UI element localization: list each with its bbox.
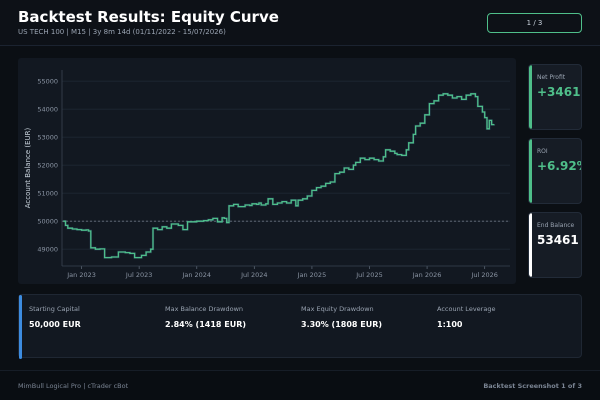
stat-value: 50,000 EUR [29,320,81,329]
page-subtitle: US TECH 100 | M15 | 3y 8m 14d (01/11/202… [18,28,226,36]
page-indicator-button[interactable]: 1 / 3 [487,13,582,33]
stat-value: 2.84% (1418 EUR) [165,320,247,329]
kpi-accent-bar [529,65,532,129]
page-title: Backtest Results: Equity Curve [18,8,279,26]
kpi-end-balance-card: End Balance 53461 EUR [528,212,582,278]
stat-label: Max Balance Drawdown [165,305,244,313]
kpi-net-profit-card: Net Profit +3461 EUR [528,64,582,130]
stat-value: 1:100 [437,320,463,329]
stat-label: Starting Capital [29,305,80,313]
stat-max-equity-drawdown: Max Equity Drawdown 3.30% (1808 EUR) [301,305,382,329]
equity-chart-panel: 49000 50000 51000 52000 53000 54000 55000 Jan 2… [18,58,516,284]
stats-panel: Starting Capital 50,000 EUR Max Balance … [18,294,582,359]
kpi-accent-bar [529,213,532,277]
footer-page-label: Backtest Screenshot 1 of 3 [483,382,582,390]
equity-shadow-line [63,92,496,259]
y-tick-label: 55000 [37,77,58,85]
stats-accent-bar [19,295,22,359]
x-tick-label: Jul 2025 [355,271,382,279]
y-tick-label: 49000 [37,245,58,253]
footer-credit: MimBull Logical Pro | cTrader cBot [18,382,129,390]
x-tick-label: Jan 2023 [66,271,96,279]
x-tick-label: Jan 2024 [181,271,211,279]
header-bar: Backtest Results: Equity Curve US TECH 1… [0,0,600,46]
stat-label: Max Equity Drawdown [301,305,374,313]
equity-chart: 49000 50000 51000 52000 53000 54000 55000 Jan 2… [24,70,510,279]
x-tick-label: Jul 2023 [125,271,152,279]
y-tick-label: 51000 [37,189,58,197]
x-tick-label: Jul 2026 [470,271,497,279]
x-tick-label: Jul 2024 [240,271,267,279]
balance-series-line [63,93,495,259]
kpi-label: End Balance [537,222,575,229]
y-tick-label: 50000 [37,217,58,225]
y-tick-label: 52000 [37,161,58,169]
stat-account-leverage: Account Leverage 1:100 [437,305,495,329]
kpi-label: ROI [537,148,548,155]
kpi-accent-bar [529,139,532,203]
y-axis-label: Account Balance (EUR) [24,127,32,208]
kpi-roi-card: ROI +6.92% [528,138,582,204]
stat-label: Account Leverage [437,305,496,313]
kpi-value: +6.92% [537,159,581,173]
y-tick-label: 53000 [37,133,58,141]
kpi-label: Net Profit [537,74,566,81]
footer-bar: MimBull Logical Pro | cTrader cBot Backt… [0,370,600,400]
kpi-value: +3461 EUR [537,85,581,99]
stat-max-balance-drawdown: Max Balance Drawdown 2.84% (1418 EUR) [165,305,246,329]
stat-starting-capital: Starting Capital 50,000 EUR [29,305,81,329]
x-tick-label: Jan 2025 [297,271,327,279]
y-tick-label: 54000 [37,105,58,113]
x-tick-label: Jan 2026 [412,271,442,279]
kpi-value: 53461 EUR [537,233,581,247]
stat-value: 3.30% (1808 EUR) [301,320,383,329]
